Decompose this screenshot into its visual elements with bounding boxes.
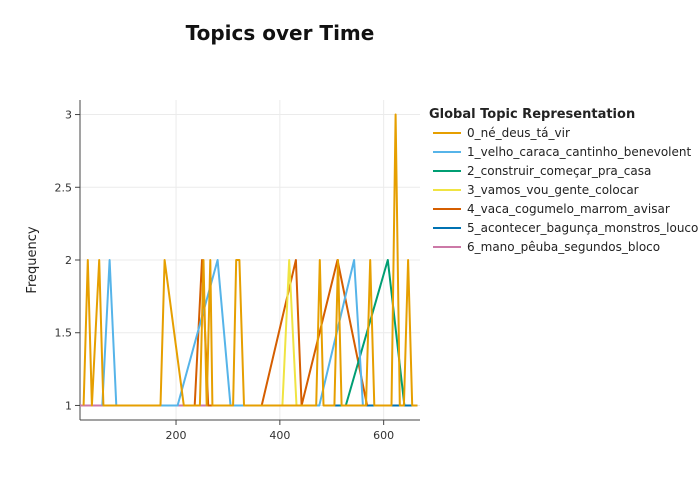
legend-label: 3_vamos_vou_gente_colocar xyxy=(467,183,639,197)
legend-label: 6_mano_pêuba_segundos_bloco xyxy=(467,240,660,254)
x-tick-label: 200 xyxy=(166,429,187,442)
legend-title: Global Topic Representation xyxy=(429,107,635,122)
x-tick-label: 600 xyxy=(373,429,394,442)
legend-item-1[interactable]: 1_velho_caraca_cantinho_benevolent xyxy=(433,145,691,159)
y-tick-label: 1.5 xyxy=(55,327,73,340)
legend-label: 1_velho_caraca_cantinho_benevolent xyxy=(467,145,691,159)
legend[interactable]: Global Topic Representation 0_né_deus_tá… xyxy=(429,107,698,254)
x-tick-label: 400 xyxy=(269,429,290,442)
legend-label: 0_né_deus_tá_vir xyxy=(467,126,570,140)
legend-item-0[interactable]: 0_né_deus_tá_vir xyxy=(433,126,570,140)
legend-item-4[interactable]: 4_vaca_cogumelo_marrom_avisar xyxy=(433,202,670,216)
y-tick-label: 1 xyxy=(65,399,72,412)
legend-label: 5_acontecer_bagunça_monstros_louco xyxy=(467,221,698,235)
legend-label: 2_construir_começar_pra_casa xyxy=(467,164,651,178)
y-axis-label: Frequency xyxy=(25,226,40,293)
legend-label: 4_vaca_cogumelo_marrom_avisar xyxy=(467,202,670,216)
legend-item-2[interactable]: 2_construir_começar_pra_casa xyxy=(433,164,651,178)
legend-item-6[interactable]: 6_mano_pêuba_segundos_bloco xyxy=(433,240,660,254)
grid-lines xyxy=(80,100,420,420)
chart-title: Topics over Time xyxy=(186,21,375,45)
y-tick-label: 3 xyxy=(65,109,72,122)
y-tick-label: 2 xyxy=(65,254,72,267)
legend-item-3[interactable]: 3_vamos_vou_gente_colocar xyxy=(433,183,639,197)
y-tick-label: 2.5 xyxy=(55,181,73,194)
legend-item-5[interactable]: 5_acontecer_bagunça_monstros_louco xyxy=(433,221,698,235)
